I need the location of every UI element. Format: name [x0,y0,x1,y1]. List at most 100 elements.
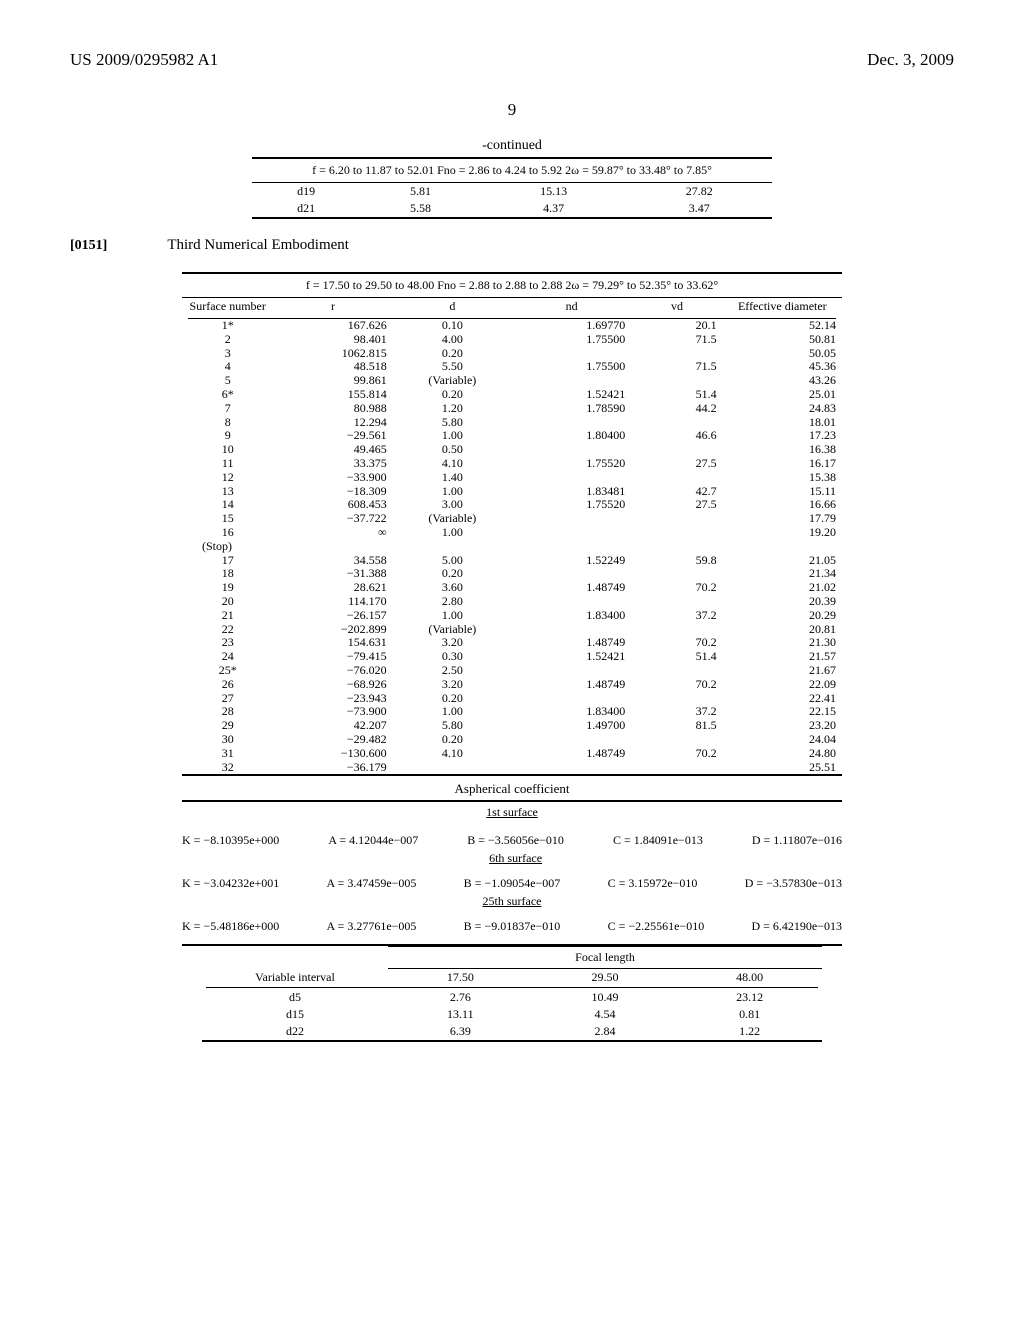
coef-value: B = −3.56056e−010 [467,833,564,848]
table-cell: 70.2 [631,581,722,595]
table-cell: 70.2 [631,636,722,650]
table-row: 599.861(Variable)43.26 [182,374,842,388]
table-cell: 11 [182,457,273,471]
table-cell: 22.41 [723,692,842,706]
table-row: 31062.8150.2050.05 [182,347,842,361]
table-cell: −36.179 [273,761,392,775]
table-cell [631,512,722,526]
table-cell: 98.401 [273,333,392,347]
table-cell: 4.54 [533,1006,678,1023]
coefficient-row: K = −3.04232e+001A = 3.47459e−005B = −1.… [182,876,842,909]
table-cell: −130.600 [273,747,392,761]
table-row: 14608.4533.001.7552027.516.66 [182,498,842,512]
focal-col-1: 17.50 [388,969,533,987]
table-cell: 1.48749 [512,581,631,595]
table-cell [631,664,722,678]
table-cell: 12 [182,471,273,485]
table-row: 13−18.3091.001.8348142.715.11 [182,485,842,499]
table-cell: 15.11 [723,485,842,499]
table-cell: 12.294 [273,416,392,430]
table-cell [631,595,722,609]
table-cell [631,471,722,485]
table-cell [631,761,722,775]
table-cell: d19 [252,183,360,200]
table-cell: 59.8 [631,554,722,568]
table-cell: 49.465 [273,443,392,457]
variable-interval-label: Variable interval [202,969,388,987]
table-cell: 1.48749 [512,636,631,650]
table-cell [631,374,722,388]
table-cell: −37.722 [273,512,392,526]
surface-table-caption: f = 17.50 to 29.50 to 48.00 Fno = 2.88 t… [182,274,842,297]
table-cell [631,692,722,706]
table-cell: 22.15 [723,705,842,719]
table-cell: 42.7 [631,485,722,499]
table-cell: 37.2 [631,609,722,623]
table-cell: 16.66 [723,498,842,512]
table-cell: 1.00 [393,526,512,540]
table-cell: 3.47 [626,200,772,217]
table-cell: 154.631 [273,636,392,650]
table-cell: 50.05 [723,347,842,361]
table-row: 1133.3754.101.7552027.516.17 [182,457,842,471]
table-cell: 5.81 [360,183,481,200]
surface-sublabel: 6th surface [489,851,542,866]
table-cell: 81.5 [631,719,722,733]
focal-row-label: d22 [202,1023,388,1040]
table-cell: 17 [182,554,273,568]
table-row: 16∞1.0019.20 [182,526,842,540]
coef-value: K = −8.10395e+000 [182,833,279,866]
table-cell: 22 [182,623,273,637]
table-cell: 10.49 [533,989,678,1006]
table-cell: −33.900 [273,471,392,485]
table-cell: 2.76 [388,989,533,1006]
table-cell [512,471,631,485]
table-cell: 5.80 [393,416,512,430]
table-cell: −26.157 [273,609,392,623]
table-cell: 5.80 [393,719,512,733]
table-cell: 28.621 [273,581,392,595]
continued-label: -continued [252,138,772,154]
table-cell: 4.00 [393,333,512,347]
table-cell: 15.13 [481,183,627,200]
focal-length-table: Focal length Variable interval 17.50 29.… [202,946,822,1042]
col-header-surface: Surface number [182,298,273,318]
table-cell: 4.10 [393,747,512,761]
table-row: d226.392.841.22 [202,1023,822,1040]
table-cell: 24.04 [723,733,842,747]
table-cell: 70.2 [631,678,722,692]
table-cell: −29.561 [273,429,392,443]
table-row: 26−68.9263.201.4874970.222.09 [182,678,842,692]
table-cell: 6.39 [388,1023,533,1040]
table-cell [512,512,631,526]
coef-value: A = 3.47459e−005 [327,876,417,909]
table-cell: 1.40 [393,471,512,485]
table-cell: 52.14 [723,319,842,333]
table-row: 1928.6213.601.4874970.221.02 [182,581,842,595]
table-cell: 13.11 [388,1006,533,1023]
table-cell: d21 [252,200,360,217]
table-row: 12−33.9001.4015.38 [182,471,842,485]
publication-date: Dec. 3, 2009 [867,50,954,70]
table-cell: 5.58 [360,200,481,217]
table-row: 28−73.9001.001.8340037.222.15 [182,705,842,719]
table-cell: 0.20 [393,692,512,706]
table-cell: 25* [182,664,273,678]
table-row: 25*−76.0202.5021.67 [182,664,842,678]
focal-row-label: d15 [202,1006,388,1023]
table-cell: 28 [182,705,273,719]
table-cell [631,526,722,540]
table-cell: 27 [182,692,273,706]
table-cell: 50.81 [723,333,842,347]
table-cell: 27.5 [631,457,722,471]
table-cell: 21 [182,609,273,623]
table-cell: 20.39 [723,595,842,609]
table-cell: 44.2 [631,402,722,416]
table-cell: 2 [182,333,273,347]
table-cell: 18 [182,567,273,581]
table-row: d215.584.373.47 [252,200,772,217]
table-cell: 29 [182,719,273,733]
table-cell: −79.415 [273,650,392,664]
table-cell: 26 [182,678,273,692]
table-cell: 1* [182,319,273,333]
